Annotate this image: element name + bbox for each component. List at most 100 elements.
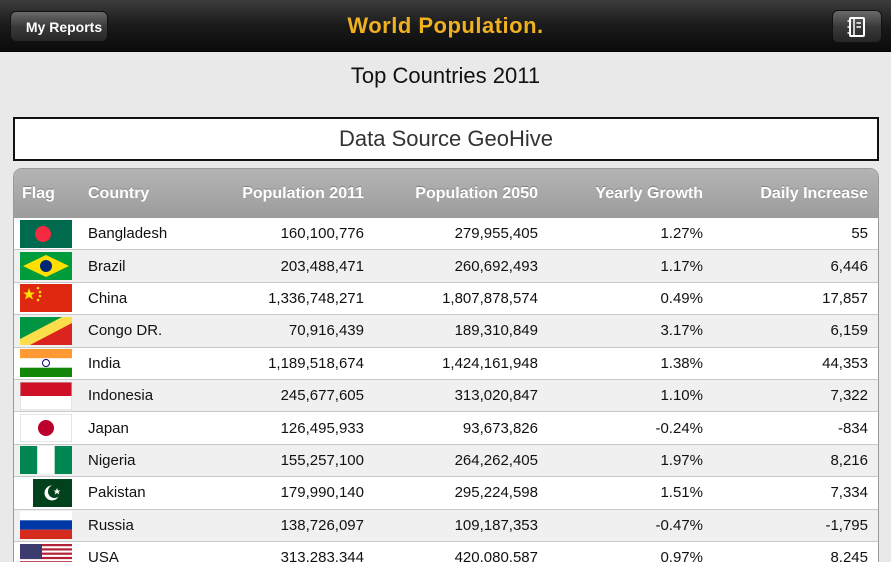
bangladesh-flag-icon	[20, 219, 72, 248]
yearly-growth-cell: 1.27%	[660, 225, 703, 243]
country-cell: Brazil	[88, 257, 126, 275]
indonesia-flag-icon	[20, 381, 72, 410]
table-body: Bangladesh 160,100,776 279,955,405 1.27% 55 B…	[14, 218, 878, 562]
india-flag-icon	[20, 349, 72, 378]
book-icon	[847, 16, 865, 37]
flag-cell	[14, 477, 78, 508]
population-2011-cell: 155,257,100	[280, 451, 364, 469]
page-subtitle: Top Countries 2011	[350, 63, 541, 88]
daily-increase-cell: 7,334	[830, 484, 868, 502]
congo-flag-icon	[20, 316, 72, 345]
header-daily-increase[interactable]: Daily Increase	[760, 184, 868, 202]
population-2050-cell: 420,080,587	[454, 549, 538, 562]
population-2050-cell: 1,424,161,948	[442, 354, 538, 372]
yearly-growth-cell: 0.97%	[660, 549, 703, 562]
population-2011-cell: 126,495,933	[280, 419, 364, 437]
table-row[interactable]: USA 313,283,344 420,080,587 0.97% 8,245	[14, 541, 878, 562]
header-yearly-growth[interactable]: Yearly Growth	[595, 184, 703, 202]
table-row[interactable]: Nigeria 155,257,100 264,262,405 1.97% 8,216	[14, 444, 878, 478]
table-row[interactable]: Pakistan 179,990,140 295,224,598 1.51% 7,334	[14, 477, 878, 510]
table-row[interactable]: Russia 138,726,097 109,187,353 -0.47% -1,795	[14, 509, 878, 542]
flag-cell	[14, 412, 78, 443]
population-2011-cell: 138,726,097	[280, 516, 364, 534]
daily-increase-cell: 55	[851, 225, 868, 243]
header-country[interactable]: Country	[88, 184, 150, 202]
population-2011-cell: 1,189,518,674	[268, 354, 364, 372]
yearly-growth-cell: 1.97%	[660, 451, 703, 469]
population-2011-cell: 160,100,776	[280, 225, 364, 243]
country-cell: Japan	[88, 419, 129, 437]
country-cell: USA	[88, 549, 119, 562]
table-row[interactable]: Indonesia 245,677,605 313,020,847 1.10% 7,32…	[14, 379, 878, 413]
flag-cell	[14, 380, 78, 411]
yearly-growth-cell: 3.17%	[660, 322, 703, 340]
population-2050-cell: 279,955,405	[454, 225, 538, 243]
country-cell: Pakistan	[88, 484, 146, 502]
app-title: World Population.	[347, 13, 544, 38]
back-button-label: My Reports	[25, 18, 103, 35]
population-2050-cell: 189,310,849	[454, 322, 538, 340]
table-row[interactable]: Japan 126,495,933 93,673,826 -0.24% -834	[14, 412, 878, 445]
flag-cell	[14, 510, 78, 541]
flag-cell	[14, 542, 78, 562]
bookmarks-button[interactable]	[832, 10, 882, 43]
table-header: Flag Country Population 2011 Population …	[14, 169, 878, 218]
flag-cell	[14, 283, 78, 314]
country-cell: China	[88, 289, 128, 307]
russia-flag-icon	[20, 511, 72, 540]
pakistan-flag-icon	[20, 478, 72, 507]
header-flag[interactable]: Flag	[22, 184, 55, 202]
daily-increase-cell: 7,322	[830, 387, 868, 405]
daily-increase-cell: -834	[837, 419, 868, 437]
yearly-growth-cell: 1.17%	[660, 257, 703, 275]
population-2050-cell: 260,692,493	[454, 257, 538, 275]
daily-increase-cell: 17,857	[822, 289, 868, 307]
china-flag-icon	[20, 284, 72, 313]
table-row[interactable]: Bangladesh 160,100,776 279,955,405 1.27% 55	[14, 218, 878, 251]
table-row[interactable]: Congo DR. 70,916,439 189,310,849 3.17% 6,159	[14, 315, 878, 348]
table-row[interactable]: Brazil 203,488,471 260,692,493 1.17% 6,446	[14, 250, 878, 283]
flag-cell	[14, 348, 78, 379]
population-2050-cell: 1,807,878,574	[442, 289, 538, 307]
population-2050-cell: 264,262,405	[454, 451, 538, 469]
flag-cell	[14, 445, 78, 476]
table-row[interactable]: China 1,336,748,271 1,807,878,574 0.49% 17,8…	[14, 282, 878, 316]
usa-flag-icon	[20, 543, 72, 562]
daily-increase-cell: 8,245	[830, 549, 868, 562]
population-2050-cell: 93,673,826	[462, 419, 538, 437]
country-cell: Nigeria	[88, 451, 136, 469]
country-cell: Russia	[88, 516, 134, 534]
table-row[interactable]: India 1,189,518,674 1,424,161,948 1.38% 44,3…	[14, 347, 878, 380]
population-2011-cell: 70,916,439	[288, 322, 364, 340]
country-cell: Bangladesh	[88, 225, 168, 243]
population-2011-cell: 203,488,471	[280, 257, 364, 275]
country-cell: India	[88, 354, 121, 372]
nigeria-flag-icon	[20, 446, 72, 475]
population-2011-cell: 313,283,344	[280, 549, 364, 562]
daily-increase-cell: -1,795	[825, 516, 868, 534]
daily-increase-cell: 6,446	[830, 257, 868, 275]
header-population-2050[interactable]: Population 2050	[415, 184, 538, 202]
daily-increase-cell: 8,216	[830, 451, 868, 469]
population-2011-cell: 1,336,748,271	[268, 289, 364, 307]
brazil-flag-icon	[20, 252, 72, 281]
nav-bar: My Reports World Population.	[0, 0, 891, 52]
daily-increase-cell: 44,353	[822, 354, 868, 372]
yearly-growth-cell: -0.47%	[655, 516, 703, 534]
yearly-growth-cell: 0.49%	[660, 289, 703, 307]
country-cell: Indonesia	[88, 387, 154, 405]
back-button[interactable]: My Reports	[10, 11, 108, 42]
daily-increase-cell: 6,159	[830, 322, 868, 340]
yearly-growth-cell: 1.10%	[660, 387, 703, 405]
population-2050-cell: 109,187,353	[454, 516, 538, 534]
population-2050-cell: 313,020,847	[454, 387, 538, 405]
flag-cell	[14, 218, 78, 249]
population-2011-cell: 245,677,605	[280, 387, 364, 405]
header-population-2011[interactable]: Population 2011	[242, 184, 364, 202]
population-table: Flag Country Population 2011 Population …	[13, 168, 879, 562]
flag-cell	[14, 315, 78, 346]
population-2011-cell: 179,990,140	[280, 484, 364, 502]
yearly-growth-cell: 1.38%	[660, 354, 703, 372]
flag-cell	[14, 250, 78, 281]
yearly-growth-cell: 1.51%	[660, 484, 703, 502]
